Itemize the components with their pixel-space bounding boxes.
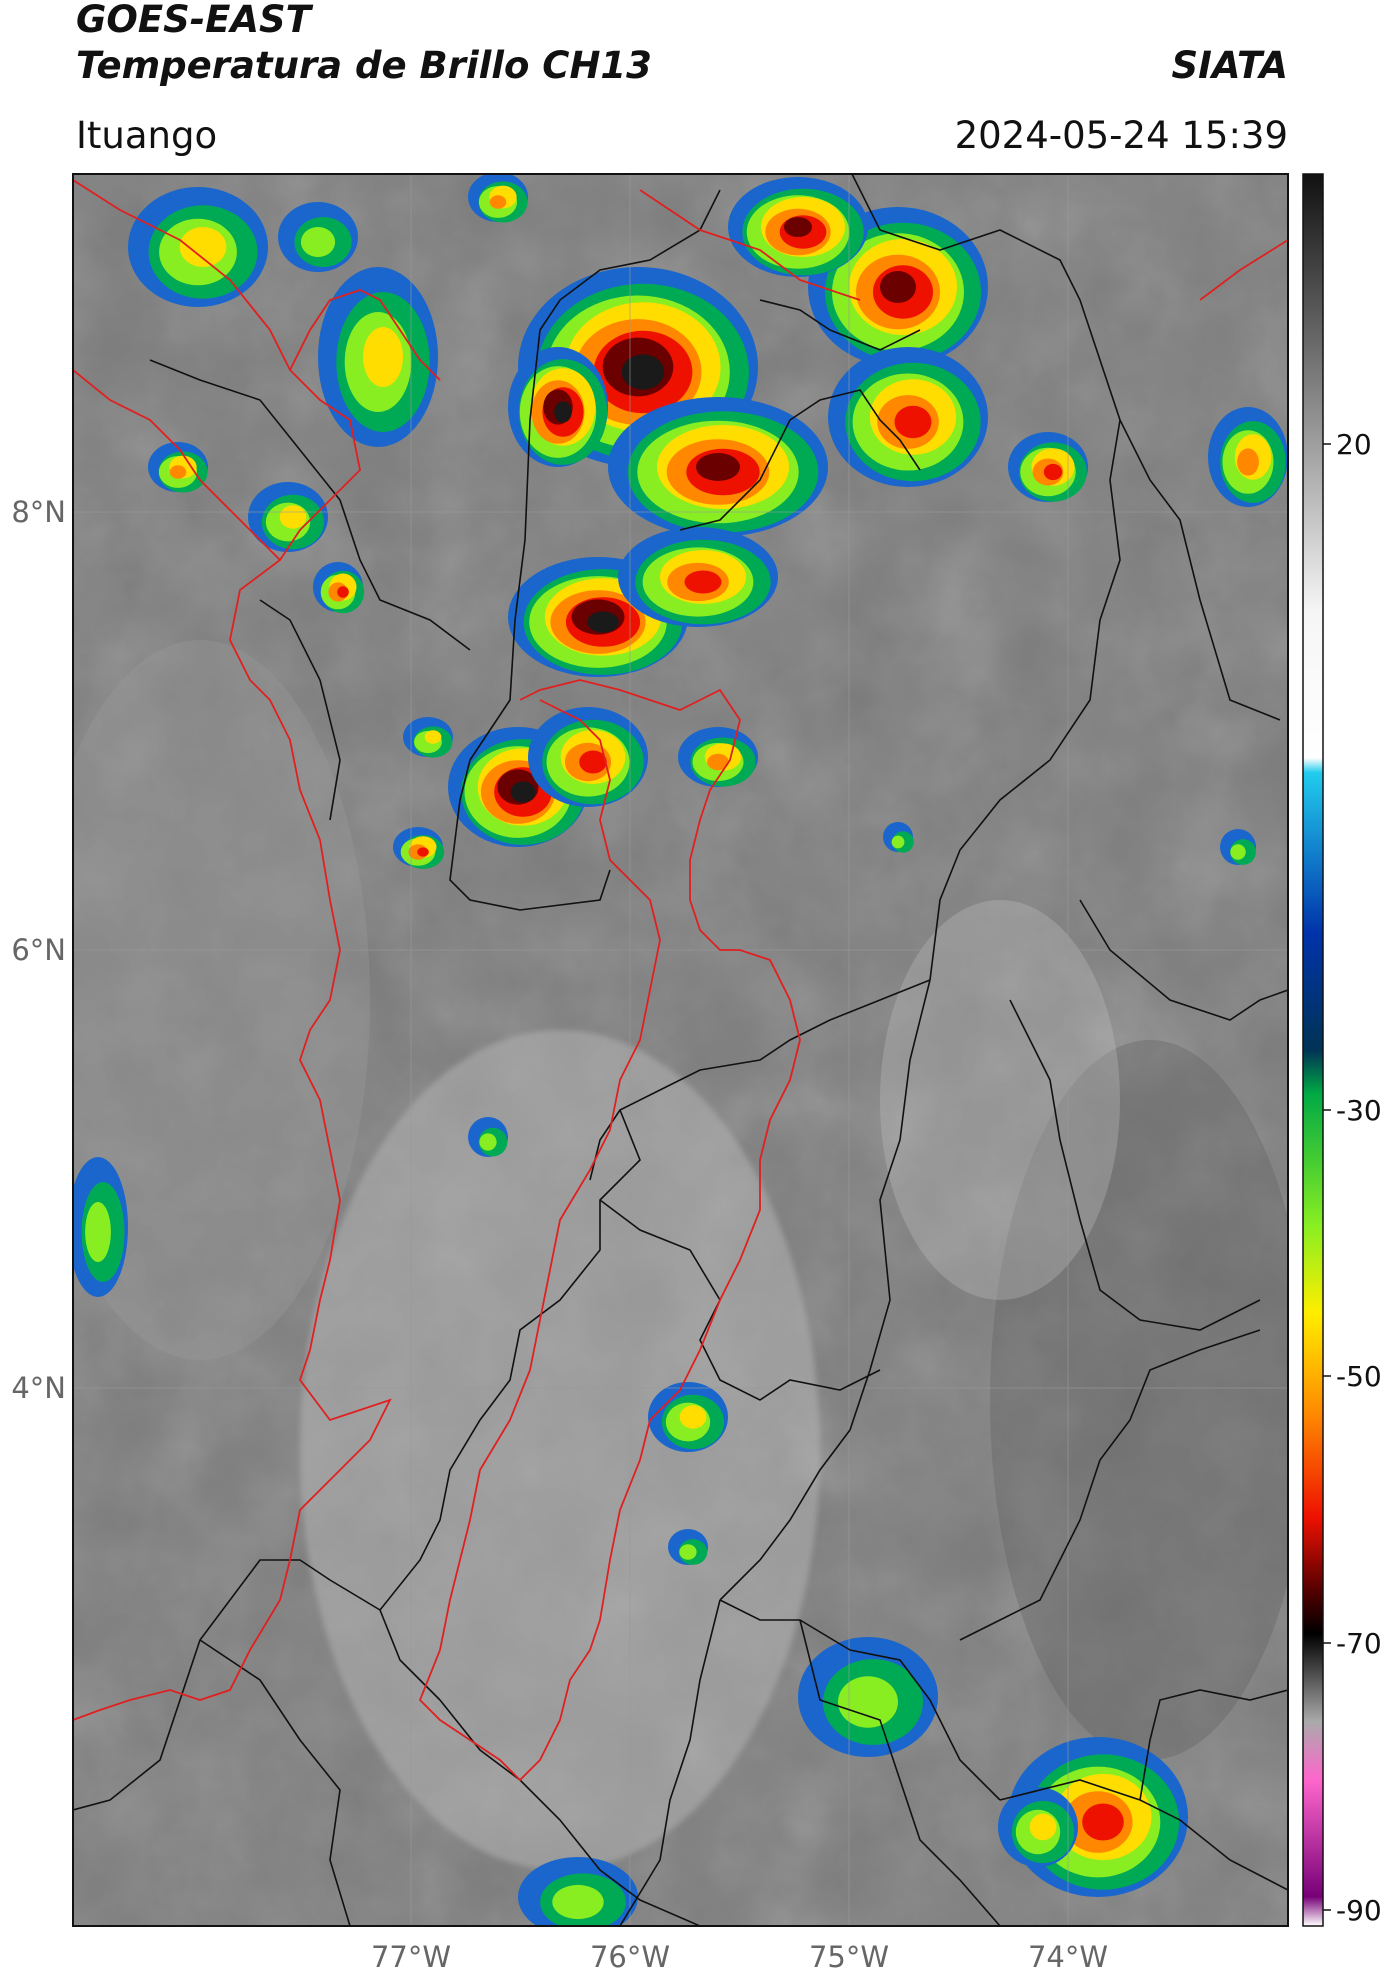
cloud-top-contour — [579, 750, 607, 774]
cloud-top-contour — [1043, 463, 1063, 481]
satellite-title: GOES-EAST — [76, 0, 311, 41]
cloud-top-contour — [684, 570, 722, 594]
cloud-top-contour — [554, 401, 572, 423]
cloud-top-contour — [838, 1676, 898, 1728]
colorbar-scale — [1302, 173, 1324, 1927]
cloud-top-contour — [510, 781, 536, 803]
region-borders — [73, 179, 1288, 1782]
cloud-top-contour — [1237, 448, 1259, 476]
lon-tick-label: 74°W — [1028, 1940, 1108, 1974]
product-title: Temperatura de Brillo CH13 — [76, 44, 652, 87]
cloud-top-contour — [891, 835, 905, 849]
cloud-top-contour — [169, 465, 187, 479]
cloud-top-contour — [784, 217, 812, 237]
cloud-top-contour — [279, 505, 307, 529]
latitude-axis: 8°N 6°N 4°N — [11, 495, 66, 1405]
cloud-top-contour — [880, 271, 916, 303]
lon-tick-label: 76°W — [590, 1940, 670, 1974]
lat-tick-label: 8°N — [11, 495, 66, 529]
cloud-top-contour — [363, 327, 403, 387]
cloud-top-contour — [337, 586, 349, 598]
lat-tick-label: 6°N — [11, 933, 66, 967]
cloud-top-contour — [300, 227, 336, 257]
lat-tick-label: 4°N — [11, 1371, 66, 1405]
cloud-top-contour — [707, 753, 729, 771]
convective-cells — [73, 174, 1288, 1926]
lon-tick-label: 75°W — [809, 1940, 889, 1974]
colorbar-tick: -90 — [1336, 1894, 1382, 1927]
map-frame — [72, 173, 1289, 1927]
datetime-label: 2024-05-24 15:39 — [954, 114, 1288, 157]
colorbar-tick: -50 — [1336, 1360, 1382, 1393]
admin-borders — [73, 174, 1288, 1926]
colorbar-tick: -30 — [1336, 1094, 1382, 1127]
cloud-top-contour — [489, 195, 507, 209]
cloud-top-contour — [552, 1884, 604, 1920]
cloud-top-contour — [696, 453, 740, 481]
cloud-top-contour — [479, 1133, 497, 1151]
agency-label: SIATA — [1171, 44, 1288, 87]
cloud-top-contour — [179, 227, 227, 267]
region-label: Ituango — [76, 114, 218, 157]
cloud-top-contour — [894, 405, 932, 439]
colorbar-tick: -70 — [1336, 1627, 1382, 1660]
colorbar-tick: 20 — [1336, 428, 1372, 461]
cloud-top-contour — [621, 354, 665, 390]
cloud-top-contour — [679, 1544, 697, 1560]
cloud-top-contour — [1082, 1803, 1124, 1841]
longitude-axis: 77°W 76°W 75°W 74°W — [371, 1940, 1108, 1974]
cloud-top-contour — [1230, 844, 1246, 860]
cloud-top-contour — [1029, 1813, 1057, 1841]
cloud-top-contour — [587, 611, 619, 633]
cloud-top-contour — [417, 847, 429, 857]
colorbar: 20 -30 -50 -70 -90 — [1302, 173, 1382, 1927]
map-area — [73, 174, 1288, 1926]
cloud-top-contour — [424, 730, 442, 744]
cloud-top-contour — [85, 1202, 111, 1262]
lon-tick-label: 77°W — [371, 1940, 451, 1974]
cloud-top-contour — [679, 1405, 707, 1429]
